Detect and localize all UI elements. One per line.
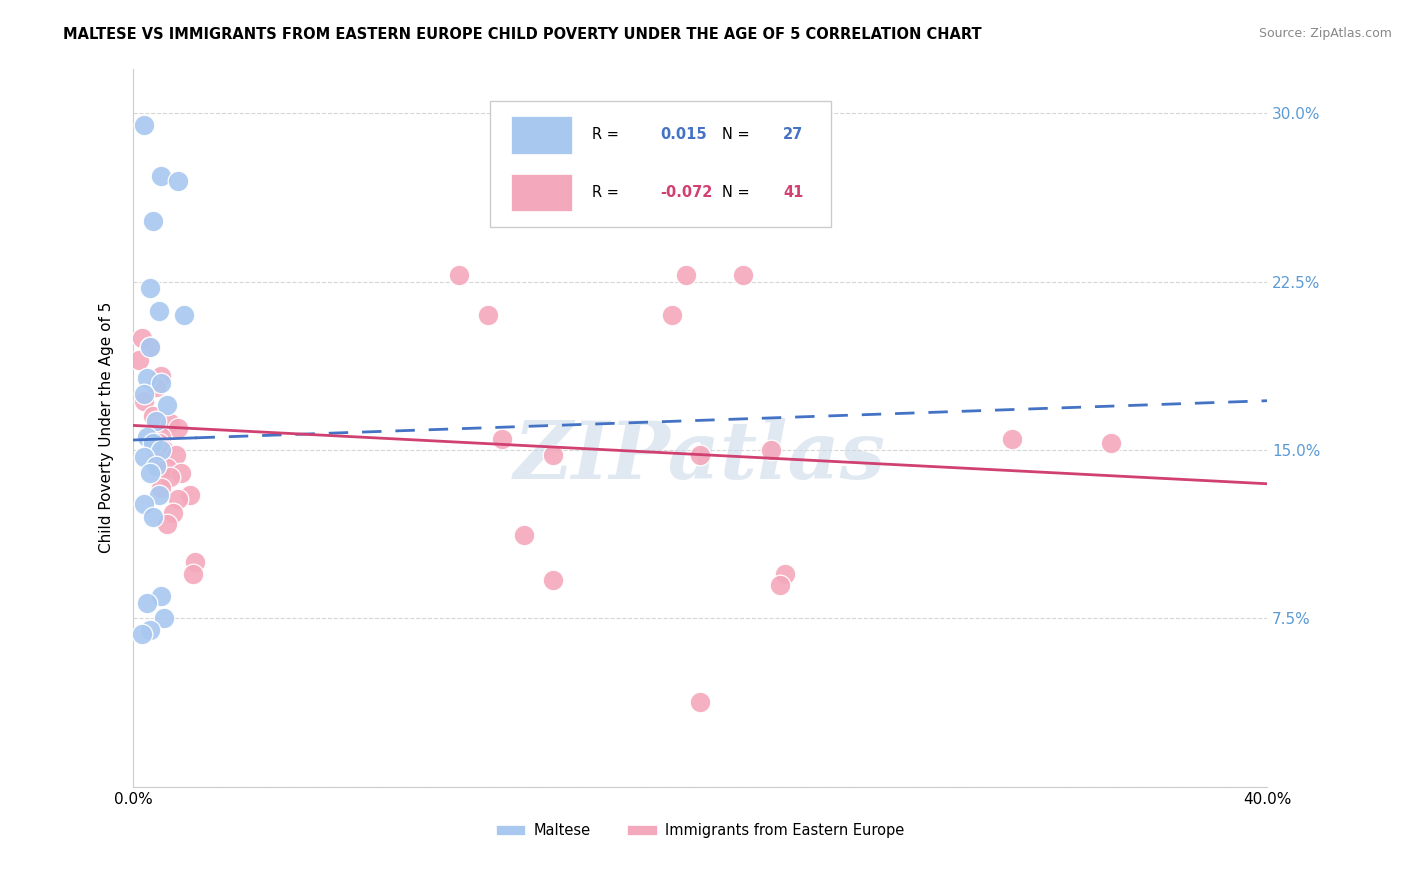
Point	[768, 578, 790, 592]
Point	[145, 454, 167, 468]
Text: MALTESE VS IMMIGRANTS FROM EASTERN EUROPE CHILD POVERTY UNDER THE AGE OF 5 CORRE: MALTESE VS IMMIGRANTS FROM EASTERN EUROP…	[63, 27, 981, 42]
Point	[148, 488, 170, 502]
Point	[159, 416, 181, 430]
Point	[142, 436, 165, 450]
Point	[731, 268, 754, 282]
Point	[159, 470, 181, 484]
Point	[142, 510, 165, 524]
Point	[150, 430, 173, 444]
Point	[139, 340, 162, 354]
Point	[131, 627, 153, 641]
Point	[477, 309, 499, 323]
Point	[145, 414, 167, 428]
Point	[689, 448, 711, 462]
Point	[162, 506, 184, 520]
Point	[134, 497, 156, 511]
Point	[150, 443, 173, 458]
Point	[575, 196, 598, 211]
Point	[661, 309, 683, 323]
Point	[1001, 432, 1024, 446]
Point	[142, 214, 165, 228]
Point	[145, 380, 167, 394]
Point	[541, 448, 564, 462]
Point	[139, 281, 162, 295]
Point	[167, 420, 190, 434]
Point	[167, 492, 190, 507]
Point	[184, 555, 207, 569]
Point	[759, 443, 782, 458]
Text: ZIPatlas: ZIPatlas	[515, 417, 886, 495]
Point	[541, 574, 564, 588]
Point	[1099, 436, 1122, 450]
Point	[134, 387, 156, 401]
Y-axis label: Child Poverty Under the Age of 5: Child Poverty Under the Age of 5	[100, 302, 114, 553]
Point	[449, 268, 471, 282]
Point	[167, 174, 190, 188]
Point	[136, 371, 159, 385]
Text: Source: ZipAtlas.com: Source: ZipAtlas.com	[1258, 27, 1392, 40]
Point	[128, 353, 150, 368]
Point	[136, 596, 159, 610]
Point	[156, 517, 179, 532]
Point	[134, 450, 156, 464]
Point	[156, 398, 179, 412]
Point	[775, 566, 797, 581]
Point	[148, 304, 170, 318]
Point	[136, 430, 159, 444]
Point	[134, 118, 156, 132]
Point	[513, 528, 536, 542]
Point	[145, 458, 167, 473]
Point	[170, 466, 193, 480]
Point	[179, 488, 201, 502]
Point	[134, 393, 156, 408]
Point	[150, 589, 173, 603]
Point	[153, 443, 176, 458]
Point	[131, 331, 153, 345]
Point	[150, 169, 173, 184]
Point	[165, 448, 187, 462]
Point	[139, 340, 162, 354]
Point	[148, 436, 170, 450]
Point	[139, 623, 162, 637]
Point	[689, 694, 711, 708]
Point	[153, 611, 176, 625]
Point	[150, 376, 173, 390]
Point	[142, 409, 165, 424]
Point	[173, 309, 195, 323]
Point	[139, 466, 162, 480]
Point	[491, 432, 513, 446]
Point	[181, 566, 204, 581]
Legend: Maltese, Immigrants from Eastern Europe: Maltese, Immigrants from Eastern Europe	[491, 817, 911, 844]
Point	[150, 369, 173, 384]
Point	[150, 481, 173, 495]
Point	[675, 268, 697, 282]
Point	[156, 461, 179, 475]
